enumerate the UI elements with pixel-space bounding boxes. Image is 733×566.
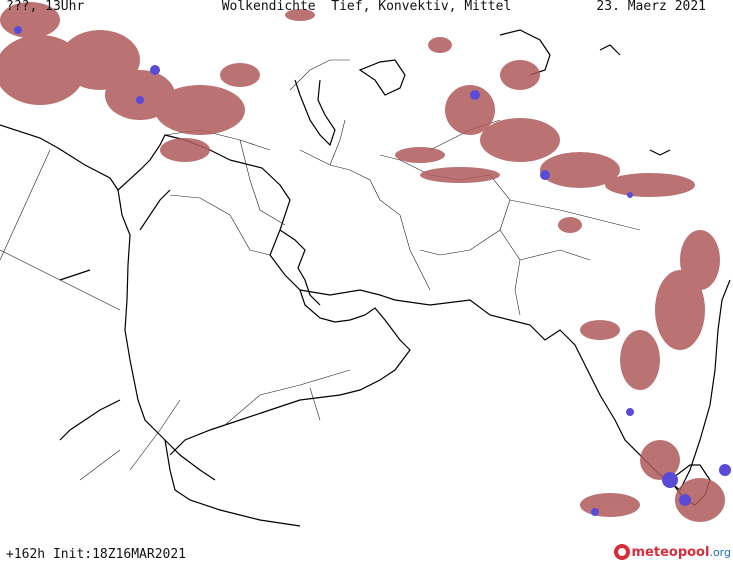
forecast-date: 23. Maerz 2021	[596, 0, 706, 14]
run-label: ???, 13Uhr	[6, 0, 85, 14]
coastlines	[0, 29, 731, 527]
country-borders	[0, 59, 641, 481]
map-title: Wolkendichte Tief, Konvektiv, Mittel	[221, 0, 512, 14]
cloud-low-layer	[0, 2, 725, 522]
run-info: +162h Init:18Z16MAR2021	[6, 547, 187, 562]
logo-icon	[613, 544, 630, 560]
cloud-dense-layer	[14, 26, 731, 516]
logo-tld: .org	[709, 545, 731, 559]
meteopool-logo[interactable]: meteopool .org	[613, 544, 731, 560]
logo-name: meteopool	[631, 544, 710, 560]
